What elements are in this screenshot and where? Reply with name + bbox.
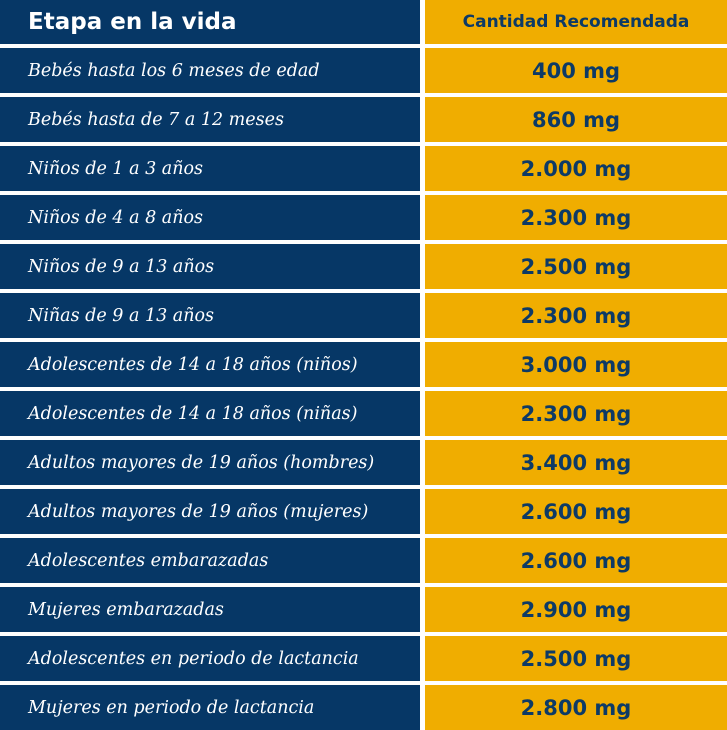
row-stage: Mujeres embarazadas xyxy=(0,587,420,632)
row-amount: 2.600 mg xyxy=(425,489,727,534)
row-stage: Adolescentes embarazadas xyxy=(0,538,420,583)
row-stage: Niños de 9 a 13 años xyxy=(0,244,420,289)
row-amount: 400 mg xyxy=(425,48,727,93)
row-stage: Mujeres en periodo de lactancia xyxy=(0,685,420,730)
row-stage: Bebés hasta los 6 meses de edad xyxy=(0,48,420,93)
row-amount: 2.600 mg xyxy=(425,538,727,583)
row-stage: Adolescentes de 14 a 18 años (niños) xyxy=(0,342,420,387)
row-stage: Bebés hasta de 7 a 12 meses xyxy=(0,97,420,142)
row-amount: 2.300 mg xyxy=(425,195,727,240)
row-stage: Adolescentes en periodo de lactancia xyxy=(0,636,420,681)
row-stage: Niños de 4 a 8 años xyxy=(0,195,420,240)
row-amount: 2.300 mg xyxy=(425,391,727,436)
row-stage: Niños de 1 a 3 años xyxy=(0,146,420,191)
row-stage: Niñas de 9 a 13 años xyxy=(0,293,420,338)
row-amount: 3.400 mg xyxy=(425,440,727,485)
row-stage: Adolescentes de 14 a 18 años (niñas) xyxy=(0,391,420,436)
row-stage: Adultos mayores de 19 años (hombres) xyxy=(0,440,420,485)
header-stage: Etapa en la vida xyxy=(0,0,420,44)
row-amount: 2.800 mg xyxy=(425,685,727,730)
row-amount: 860 mg xyxy=(425,97,727,142)
row-amount: 3.000 mg xyxy=(425,342,727,387)
row-amount: 2.000 mg xyxy=(425,146,727,191)
row-stage: Adultos mayores de 19 años (mujeres) xyxy=(0,489,420,534)
row-amount: 2.900 mg xyxy=(425,587,727,632)
row-amount: 2.500 mg xyxy=(425,244,727,289)
header-amount: Cantidad Recomendada xyxy=(425,0,727,44)
row-amount: 2.500 mg xyxy=(425,636,727,681)
row-amount: 2.300 mg xyxy=(425,293,727,338)
